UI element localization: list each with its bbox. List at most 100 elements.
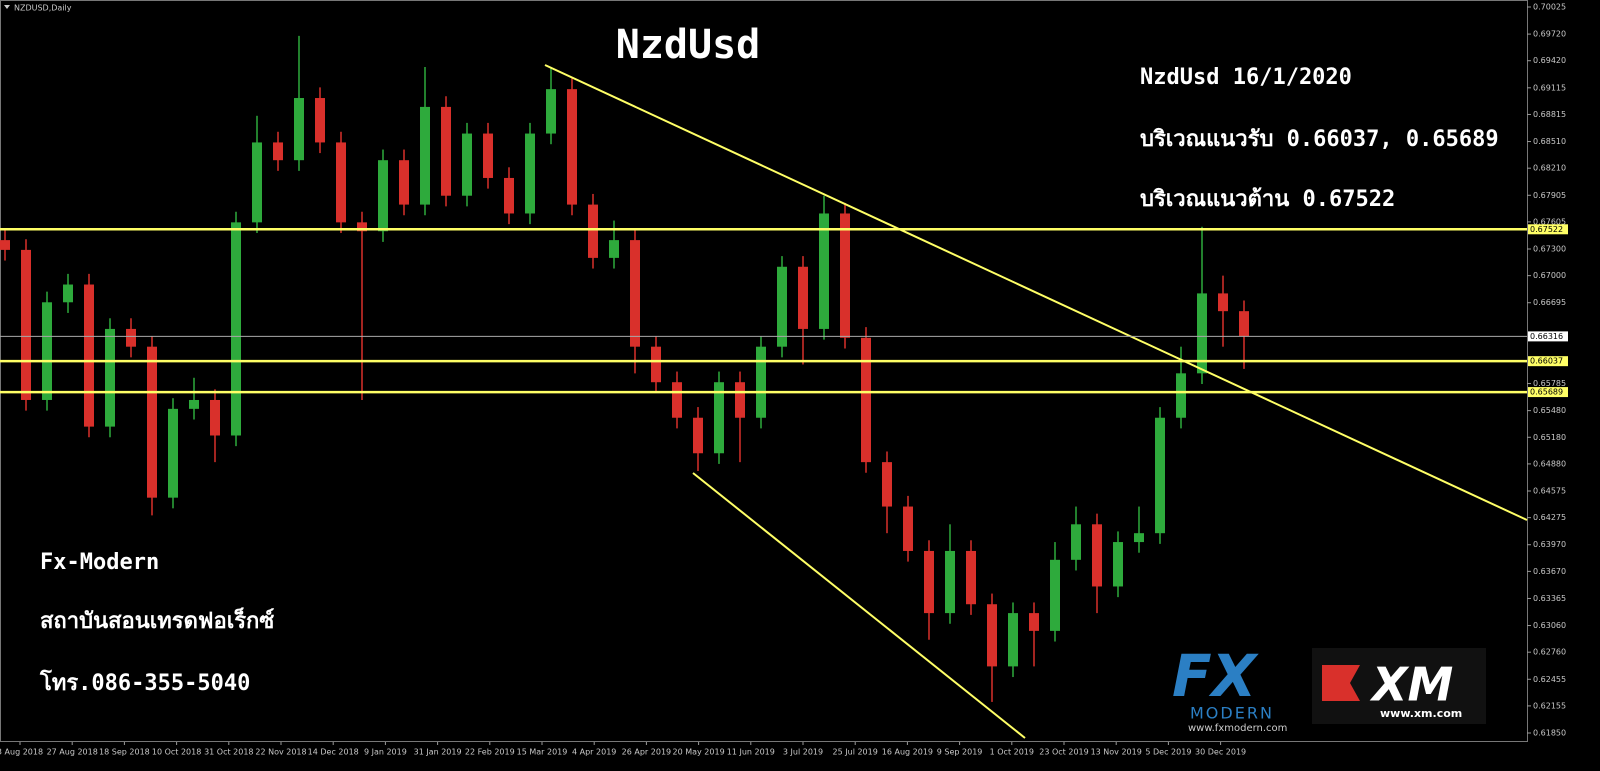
logo-mark bbox=[1322, 665, 1360, 701]
candle-body bbox=[315, 98, 325, 143]
y-tick-label: 0.62760 bbox=[1533, 648, 1566, 657]
candle-body bbox=[0, 240, 10, 250]
x-tick-label: 31 Jan 2019 bbox=[414, 748, 462, 757]
annotation: NzdUsd 16/1/2020 bbox=[1140, 65, 1352, 90]
x-tick-label: 26 Apr 2019 bbox=[622, 748, 671, 757]
x-tick-label: 25 Jul 2019 bbox=[833, 748, 878, 757]
candle-body bbox=[567, 89, 577, 205]
x-tick-label: 9 Jan 2019 bbox=[364, 748, 407, 757]
candle-body bbox=[714, 382, 724, 454]
candle-body bbox=[189, 399, 199, 409]
y-tick-label: 0.67905 bbox=[1533, 191, 1566, 200]
fx-logo: FX MODERN www.fxmodern.com bbox=[1172, 642, 1287, 734]
x-tick-label: 15 Mar 2019 bbox=[517, 748, 568, 757]
candle-body bbox=[819, 213, 829, 329]
candle-body bbox=[231, 222, 241, 436]
logo-text: FX bbox=[1172, 642, 1260, 710]
brand-text: สถาบันสอนเทรดฟอเร็กซ์ bbox=[40, 606, 274, 634]
candle-body bbox=[630, 240, 640, 347]
y-tick-label: 0.68815 bbox=[1533, 110, 1566, 119]
y-tick-label: 0.63970 bbox=[1533, 540, 1566, 549]
level-line-tag bbox=[1528, 387, 1568, 398]
candle-body bbox=[945, 550, 955, 614]
candle-body bbox=[1071, 524, 1081, 560]
x-tick-label: 11 Jun 2019 bbox=[727, 748, 775, 757]
candle-body bbox=[756, 346, 766, 418]
annotation: บริเวณแนวต้าน 0.67522 bbox=[1140, 187, 1395, 212]
chart-title: NzdUsd bbox=[616, 22, 761, 68]
x-tick-label: 14 Dec 2018 bbox=[308, 748, 359, 757]
y-tick-label: 0.62455 bbox=[1533, 675, 1566, 684]
y-tick-label: 0.64575 bbox=[1533, 487, 1566, 496]
candle-body bbox=[1239, 311, 1249, 337]
candle-body bbox=[861, 337, 871, 463]
candle-body bbox=[273, 142, 283, 161]
y-tick-label: 0.69720 bbox=[1533, 30, 1566, 39]
candle-body bbox=[1092, 524, 1102, 587]
candle-body bbox=[1155, 417, 1165, 534]
candle-body bbox=[882, 462, 892, 507]
candle-body bbox=[168, 408, 178, 498]
candle-body bbox=[1134, 533, 1144, 543]
y-tick-label: 0.62155 bbox=[1533, 701, 1566, 710]
candle-body bbox=[798, 266, 808, 329]
candle-body bbox=[1029, 613, 1039, 631]
level-line-tag bbox=[1528, 224, 1568, 235]
candle-body bbox=[1113, 542, 1123, 587]
y-tick-label: 0.68510 bbox=[1533, 137, 1566, 146]
x-tick-label: 1 Oct 2019 bbox=[990, 748, 1034, 757]
candle-body bbox=[294, 98, 304, 161]
candle-body bbox=[483, 133, 493, 178]
candle-body bbox=[462, 133, 472, 196]
candle-body bbox=[399, 160, 409, 205]
candle-body bbox=[546, 89, 556, 134]
candle-body bbox=[105, 328, 115, 427]
y-tick-label: 0.69115 bbox=[1533, 83, 1566, 92]
brand-name: Fx-Modern bbox=[40, 550, 159, 575]
logo-url: www.xm.com bbox=[1380, 707, 1462, 720]
candle-body bbox=[63, 284, 73, 303]
y-tick-label: 0.66695 bbox=[1533, 298, 1566, 307]
symbol-icon bbox=[4, 5, 10, 9]
candle-body bbox=[672, 382, 682, 418]
x-tick-label: 27 Aug 2018 bbox=[47, 748, 98, 757]
candle-body bbox=[1218, 293, 1228, 312]
candle-body bbox=[987, 604, 997, 667]
candle-body bbox=[336, 142, 346, 223]
price-line-tag bbox=[1528, 331, 1568, 342]
candle-body bbox=[210, 399, 220, 436]
x-tick-label: 10 Oct 2018 bbox=[152, 748, 201, 757]
y-tick-label: 0.63365 bbox=[1533, 594, 1566, 603]
candle-body bbox=[525, 133, 535, 214]
x-tick-label: 22 Feb 2019 bbox=[465, 748, 515, 757]
x-tick-label: 22 Nov 2018 bbox=[255, 748, 306, 757]
y-tick-label: 0.70025 bbox=[1533, 3, 1566, 12]
logo-url: www.fxmodern.com bbox=[1188, 723, 1287, 734]
logo-text: MODERN bbox=[1190, 704, 1274, 723]
candle-body bbox=[252, 142, 262, 223]
x-tick-label: 20 May 2019 bbox=[673, 748, 725, 757]
candle-body bbox=[126, 328, 136, 347]
x-tick-label: 18 Sep 2018 bbox=[99, 748, 150, 757]
candles bbox=[0, 35, 1249, 702]
level-line-label: 0.67522 bbox=[1530, 225, 1563, 234]
candle-body bbox=[357, 222, 367, 232]
candle-body bbox=[840, 213, 850, 338]
price-line-label: 0.66316 bbox=[1530, 332, 1563, 341]
y-tick-label: 0.63670 bbox=[1533, 567, 1566, 576]
x-tick-label: 23 Oct 2019 bbox=[1039, 748, 1088, 757]
logo-text: XM bbox=[1369, 658, 1453, 712]
x-tick-label: 3 Jul 2019 bbox=[783, 748, 823, 757]
y-tick-label: 0.67605 bbox=[1533, 217, 1566, 226]
candle-body bbox=[84, 284, 94, 427]
y-tick-label: 0.61850 bbox=[1533, 729, 1566, 738]
candle-body bbox=[504, 177, 514, 214]
level-line-label: 0.65689 bbox=[1530, 388, 1563, 397]
candle-body bbox=[441, 106, 451, 196]
trend-line bbox=[544, 64, 1528, 521]
x-tick-label: 9 Sep 2019 bbox=[937, 748, 983, 757]
y-tick-label: 0.64275 bbox=[1533, 513, 1566, 522]
x-tick-label: 3 Aug 2018 bbox=[0, 748, 43, 757]
